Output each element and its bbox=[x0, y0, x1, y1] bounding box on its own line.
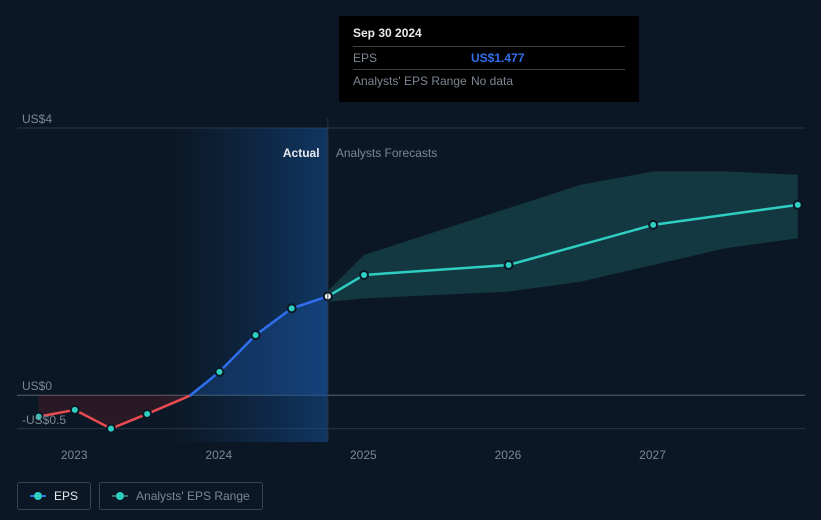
y-axis-label: -US$0.5 bbox=[22, 413, 66, 427]
y-axis-label: US$0 bbox=[22, 379, 52, 393]
x-axis-label: 2025 bbox=[350, 448, 377, 462]
x-axis-label: 2023 bbox=[61, 448, 88, 462]
chart-container: Sep 30 2024 EPS US$1.477 Analysts' EPS R… bbox=[0, 0, 821, 520]
x-axis-label: 2026 bbox=[495, 448, 522, 462]
y-axis-label: US$4 bbox=[22, 112, 52, 126]
tooltip-date: Sep 30 2024 bbox=[353, 26, 625, 40]
legend-item-eps[interactable]: EPS bbox=[17, 482, 91, 510]
x-axis-label: 2024 bbox=[205, 448, 232, 462]
legend-swatch-eps bbox=[30, 491, 46, 501]
region-label-forecast: Analysts Forecasts bbox=[336, 146, 437, 160]
tooltip-row-value: US$1.477 bbox=[471, 51, 524, 65]
tooltip-row-label: Analysts' EPS Range bbox=[353, 74, 471, 88]
tooltip-row: EPS US$1.477 bbox=[353, 46, 625, 69]
tooltip-row: Analysts' EPS Range No data bbox=[353, 69, 625, 92]
region-label-actual: Actual bbox=[283, 146, 320, 160]
x-axis-label: 2027 bbox=[639, 448, 666, 462]
hover-tooltip: Sep 30 2024 EPS US$1.477 Analysts' EPS R… bbox=[339, 16, 639, 102]
legend-label: Analysts' EPS Range bbox=[136, 489, 250, 503]
legend: EPS Analysts' EPS Range bbox=[17, 482, 263, 510]
legend-item-range[interactable]: Analysts' EPS Range bbox=[99, 482, 263, 510]
tooltip-row-value: No data bbox=[471, 74, 513, 88]
legend-swatch-range bbox=[112, 491, 128, 501]
tooltip-row-label: EPS bbox=[353, 51, 471, 65]
legend-label: EPS bbox=[54, 489, 78, 503]
